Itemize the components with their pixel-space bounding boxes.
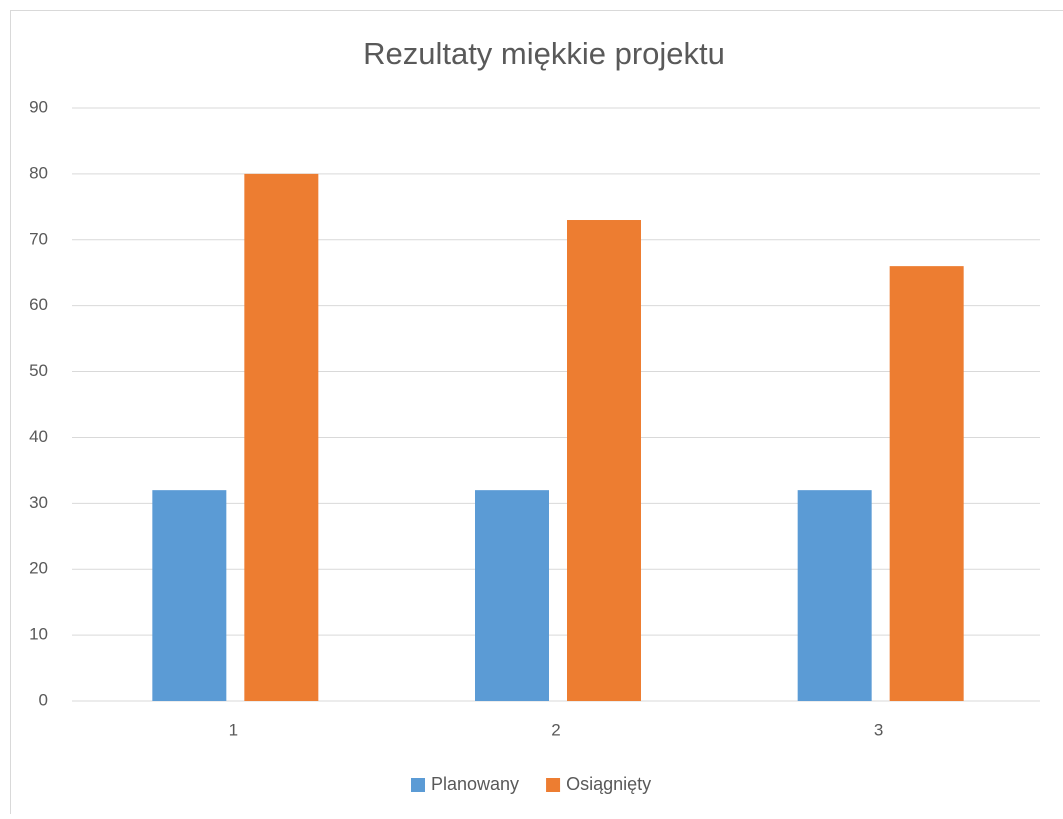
bar xyxy=(798,490,872,701)
x-tick-label: 1 xyxy=(229,720,238,739)
legend-label: Planowany xyxy=(431,774,519,794)
chart-title: Rezultaty miękkie projektu xyxy=(363,36,725,71)
y-tick-label: 20 xyxy=(29,559,48,578)
y-tick-label: 90 xyxy=(29,97,48,116)
x-tick-label: 3 xyxy=(874,720,883,739)
bar xyxy=(152,490,226,701)
y-tick-label: 30 xyxy=(29,493,48,512)
y-tick-label: 0 xyxy=(39,690,48,709)
y-tick-label: 60 xyxy=(29,295,48,314)
bar xyxy=(890,266,964,701)
legend-swatch xyxy=(546,778,560,792)
legend-label: Osiągnięty xyxy=(566,774,651,794)
y-tick-label: 80 xyxy=(29,163,48,182)
y-tick-label: 10 xyxy=(29,625,48,644)
bar xyxy=(244,174,318,701)
bar xyxy=(475,490,549,701)
x-tick-label: 2 xyxy=(551,720,560,739)
y-tick-label: 50 xyxy=(29,361,48,380)
y-tick-label: 40 xyxy=(29,427,48,446)
bar xyxy=(567,220,641,701)
legend-swatch xyxy=(411,778,425,792)
y-tick-label: 70 xyxy=(29,229,48,248)
